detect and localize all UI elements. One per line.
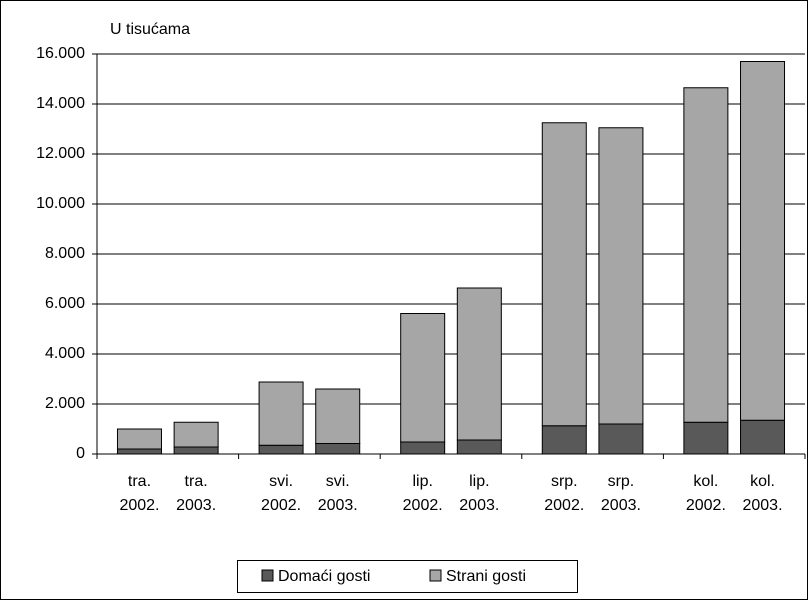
legend-label: Domaći gosti	[278, 568, 370, 585]
y-tick-label: 8.000	[45, 245, 85, 262]
x-tick-label: srp.	[608, 473, 635, 490]
y-tick-label: 12.000	[36, 145, 85, 162]
bar-segment	[456, 439, 502, 455]
legend-swatch	[261, 569, 274, 582]
bar-segment	[683, 421, 729, 455]
y-tick-label: 16.000	[36, 45, 85, 62]
bar-segment	[258, 444, 304, 455]
y-tick-label: 4.000	[45, 345, 85, 362]
bar-segment	[740, 419, 786, 455]
legend-box	[237, 560, 578, 593]
x-tick-label: 2003.	[742, 497, 782, 514]
y-tick-label: 6.000	[45, 295, 85, 312]
x-tick-label: kol.	[693, 473, 718, 490]
bar-segment	[315, 443, 361, 455]
bar-segment	[315, 388, 361, 444]
y-tick-label: 10.000	[36, 195, 85, 212]
x-tick-label: tra.	[128, 473, 151, 490]
y-tick-label: 14.000	[36, 95, 85, 112]
bar-segment	[456, 287, 502, 441]
bar-segment	[598, 127, 644, 425]
bar-segment	[683, 87, 729, 423]
bar-segment	[541, 425, 587, 455]
bar-segment	[173, 446, 219, 455]
y-axis-label: U tisućama	[110, 21, 190, 38]
bar-segment	[400, 313, 446, 443]
bar-segment	[740, 61, 786, 421]
x-tick-label: 2003.	[459, 497, 499, 514]
bar-segment	[173, 421, 219, 448]
bar-segment	[116, 428, 162, 450]
bar-segment	[116, 448, 162, 455]
x-tick-label: tra.	[185, 473, 208, 490]
x-tick-label: kol.	[750, 473, 775, 490]
x-tick-label: 2003.	[318, 497, 358, 514]
x-tick-label: 2002.	[686, 497, 726, 514]
x-tick-label: svi.	[269, 473, 293, 490]
x-tick-label: 2002.	[261, 497, 301, 514]
x-tick-label: svi.	[326, 473, 350, 490]
bar-segment	[541, 122, 587, 427]
x-tick-label: lip.	[412, 473, 432, 490]
x-tick-label: 2003.	[601, 497, 641, 514]
x-tick-label: 2002.	[544, 497, 584, 514]
x-tick-label: 2002.	[119, 497, 159, 514]
bar-segment	[400, 441, 446, 455]
legend-label: Strani gosti	[446, 568, 526, 585]
legend-swatch	[429, 569, 442, 582]
y-tick-label: 2.000	[45, 395, 85, 412]
x-tick-label: srp.	[551, 473, 578, 490]
bar-segment	[258, 381, 304, 446]
y-tick-label: 0	[76, 445, 85, 462]
x-tick-label: 2002.	[403, 497, 443, 514]
x-tick-label: 2003.	[176, 497, 216, 514]
bar-segment	[598, 423, 644, 455]
x-tick-label: lip.	[469, 473, 489, 490]
